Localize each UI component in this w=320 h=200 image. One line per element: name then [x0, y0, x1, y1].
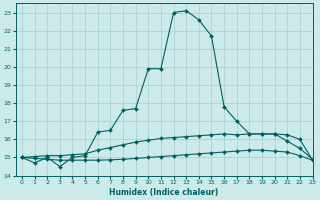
X-axis label: Humidex (Indice chaleur): Humidex (Indice chaleur): [109, 188, 219, 197]
